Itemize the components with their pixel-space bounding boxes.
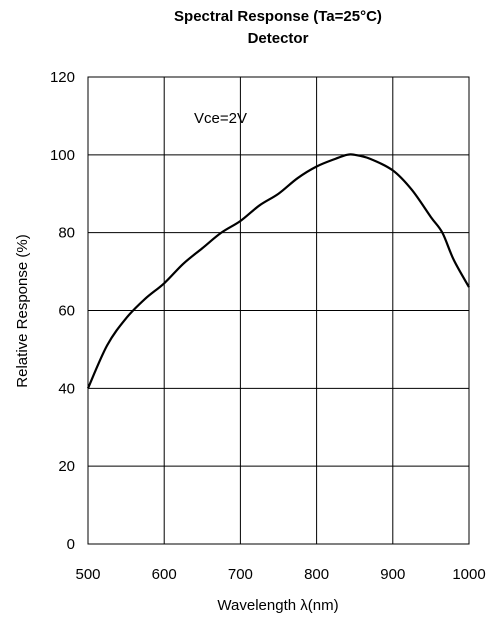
y-tick-label: 20 bbox=[58, 458, 75, 475]
x-tick-label: 700 bbox=[228, 566, 253, 583]
y-tick-label: 80 bbox=[58, 225, 75, 242]
y-axis-ticks: 0 20 40 60 80 100 120 bbox=[50, 69, 75, 553]
response-curve bbox=[86, 153, 470, 389]
vce-annotation: Vce=2V bbox=[194, 110, 247, 127]
chart-title: Spectral Response (Ta=25°C) bbox=[174, 8, 382, 25]
plot-area bbox=[87, 76, 470, 545]
y-axis-label: Relative Response (%) bbox=[14, 234, 31, 387]
grid-lines bbox=[87, 76, 470, 545]
x-tick-label: 900 bbox=[380, 566, 405, 583]
x-tick-label: 500 bbox=[75, 566, 100, 583]
x-axis-ticks: 500 600 700 800 900 1000 bbox=[75, 566, 485, 583]
x-tick-label: 800 bbox=[304, 566, 329, 583]
y-tick-label: 120 bbox=[50, 69, 75, 86]
x-axis-label: Wavelength λ(nm) bbox=[217, 597, 338, 614]
x-tick-label: 1000 bbox=[452, 566, 485, 583]
y-tick-label: 60 bbox=[58, 303, 75, 320]
y-tick-label: 100 bbox=[50, 147, 75, 164]
chart-subtitle: Detector bbox=[247, 30, 309, 47]
y-tick-label: 40 bbox=[58, 380, 75, 397]
x-tick-label: 600 bbox=[152, 566, 177, 583]
y-tick-label: 0 bbox=[67, 536, 75, 553]
